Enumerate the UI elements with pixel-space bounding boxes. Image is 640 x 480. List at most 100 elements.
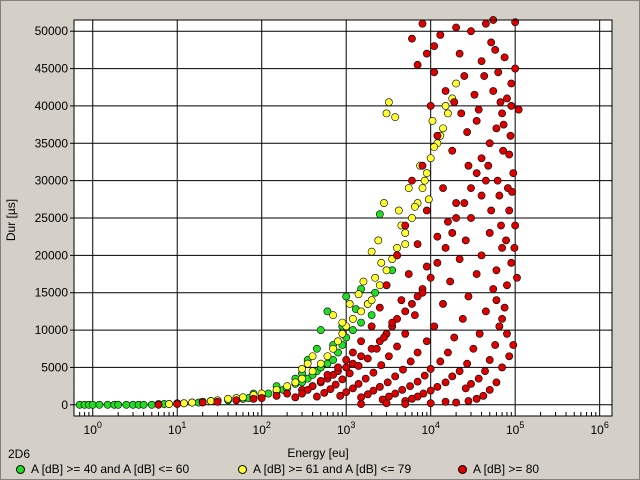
data-point — [467, 214, 475, 222]
data-point — [383, 378, 392, 387]
y-tick-label: 25000 — [35, 211, 69, 225]
data-point — [481, 19, 490, 28]
data-point — [272, 391, 281, 400]
data-point — [506, 131, 515, 140]
data-point — [498, 314, 506, 323]
data-point — [444, 348, 452, 357]
data-point — [401, 240, 410, 249]
data-point — [472, 394, 481, 403]
data-point — [298, 389, 306, 398]
data-point — [481, 307, 490, 316]
axis-ticks: 100 101 102 103 104 105 106 0 5000 10000 15000 2000… — [35, 24, 609, 437]
x-tick-label: 106 — [590, 420, 608, 437]
y-tick-label: 15000 — [35, 286, 69, 300]
data-point — [338, 375, 347, 384]
data-point — [507, 79, 516, 88]
data-point — [303, 385, 312, 394]
data-point — [418, 19, 427, 28]
data-point — [382, 109, 391, 118]
data-point — [139, 400, 148, 409]
data-point — [334, 363, 342, 372]
scatter-chart: 100 101 102 103 104 105 106 0 5000 10000 15000 2000… — [4, 16, 613, 460]
data-point — [433, 382, 442, 391]
data-point — [401, 307, 410, 316]
data-point — [382, 281, 391, 290]
data-point — [408, 214, 416, 222]
data-point — [489, 87, 498, 95]
data-point — [464, 292, 473, 301]
data-point — [433, 232, 442, 241]
data-point — [382, 399, 391, 408]
data-point — [420, 371, 429, 380]
data-point — [249, 394, 258, 403]
data-point — [502, 236, 510, 245]
data-point — [408, 34, 416, 43]
data-point — [354, 290, 363, 299]
x-tick-label: 100 — [84, 420, 102, 437]
data-point — [513, 273, 521, 282]
data-point — [391, 389, 400, 398]
x-tick-label: 102 — [253, 420, 271, 437]
y-tick-label: 50000 — [35, 24, 69, 38]
data-point — [422, 262, 431, 271]
data-points — [75, 16, 523, 409]
data-point — [430, 143, 439, 151]
data-point — [357, 318, 365, 327]
data-point — [406, 382, 414, 391]
data-point — [452, 79, 461, 88]
data-point — [361, 374, 370, 383]
data-point — [345, 369, 354, 378]
data-point — [457, 109, 466, 118]
data-point — [510, 243, 519, 252]
data-point — [418, 161, 427, 170]
data-point — [436, 357, 445, 366]
data-point — [393, 251, 401, 260]
data-point — [413, 60, 422, 69]
data-point — [323, 352, 332, 361]
data-point — [472, 270, 481, 278]
data-point — [452, 199, 461, 207]
data-point — [426, 102, 435, 110]
data-point — [492, 266, 501, 275]
data-point — [448, 372, 457, 381]
data-point — [485, 139, 494, 148]
legend-label: A [dB] >= 40 and A [dB] <= 60 — [31, 462, 190, 476]
data-point — [391, 113, 400, 122]
data-point — [308, 367, 317, 376]
data-point — [499, 146, 508, 155]
yellow-dot-icon — [238, 464, 247, 474]
data-point — [472, 169, 481, 178]
x-tick-label: 101 — [168, 420, 186, 437]
data-point — [224, 394, 232, 403]
data-point — [391, 372, 400, 381]
data-point — [491, 341, 500, 349]
data-point — [375, 382, 384, 391]
data-point — [479, 391, 488, 400]
data-point — [323, 371, 332, 379]
data-point — [326, 385, 335, 394]
data-point — [446, 277, 455, 286]
data-point — [404, 184, 413, 193]
data-point — [450, 98, 459, 107]
data-point — [455, 255, 464, 263]
data-point — [180, 399, 188, 408]
red-dot-icon — [458, 464, 467, 474]
data-point — [329, 344, 338, 353]
data-point — [308, 352, 317, 361]
data-point — [426, 273, 435, 282]
data-point — [496, 98, 505, 107]
data-point — [363, 354, 372, 363]
data-point — [511, 64, 520, 73]
data-point — [377, 361, 386, 370]
data-point — [213, 397, 222, 406]
data-point — [463, 128, 472, 136]
data-point — [492, 378, 501, 387]
data-point — [444, 217, 452, 226]
y-tick-label: 45000 — [35, 62, 69, 76]
data-point — [401, 400, 410, 408]
data-point — [426, 365, 435, 373]
y-tick-label: 20000 — [35, 248, 69, 262]
data-point — [329, 311, 338, 320]
data-point — [103, 400, 112, 409]
data-point — [448, 146, 457, 155]
